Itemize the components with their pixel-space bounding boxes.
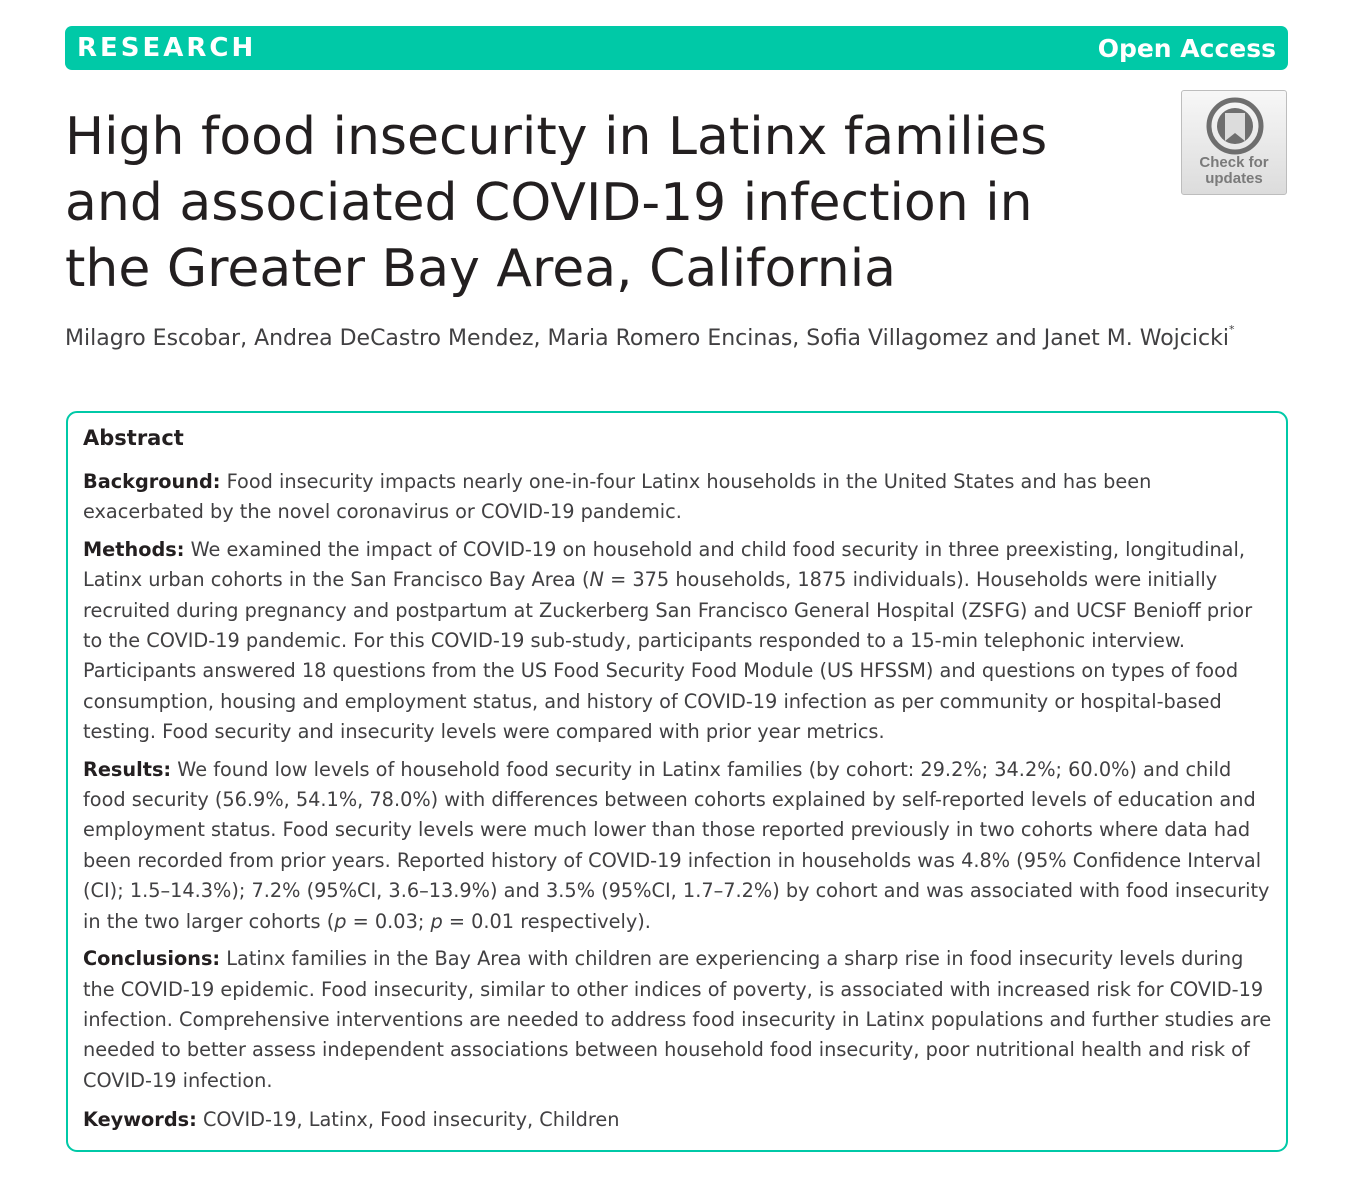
check-for-updates-icon (1206, 97, 1264, 155)
methods-text-cont: = 375 households, 1875 individuals). Hou… (83, 568, 1253, 744)
background-text: Food insecurity impacts nearly one-in-fo… (83, 470, 1152, 524)
methods-label: Methods: (83, 537, 185, 561)
open-access-label: Open Access (1097, 34, 1276, 63)
p-symbol: p (430, 909, 443, 933)
background-section: Background: Food insecurity impacts near… (83, 467, 1275, 528)
keywords-label: Keywords: (83, 1108, 197, 1132)
authors-text: Milagro Escobar, Andrea DeCastro Mendez,… (65, 326, 1229, 351)
keywords-section: Keywords: COVID-19, Latinx, Food insecur… (83, 1105, 1275, 1135)
methods-text: We examined the impact of COVID-19 on ho… (83, 537, 1245, 592)
background-label: Background: (83, 470, 221, 493)
article-title: High food insecurity in Latinx families … (65, 107, 1048, 299)
article-category: RESEARCH (77, 33, 257, 63)
abstract-heading: Abstract (83, 426, 184, 450)
results-text-mid: = 0.03; (346, 909, 431, 933)
p-symbol: p (334, 909, 347, 933)
author-list: Milagro Escobar, Andrea DeCastro Mendez,… (65, 323, 1234, 351)
results-section: Results: We found low levels of househol… (83, 755, 1275, 937)
conclusions-section: Conclusions: Latinx families in the Bay … (83, 944, 1275, 1096)
n-symbol: N (589, 568, 604, 592)
conclusions-text: Latinx families in the Bay Area with chi… (83, 947, 1272, 1092)
article-type-banner: RESEARCH Open Access (65, 26, 1288, 70)
keywords-text: COVID-19, Latinx, Food insecurity, Child… (202, 1108, 620, 1132)
results-text: We found low levels of household food se… (83, 757, 1270, 933)
corresponding-author-mark: * (1228, 323, 1235, 336)
results-text-end: = 0.01 respectively). (442, 909, 651, 933)
abstract-box: Abstract Background: Food insecurity imp… (66, 411, 1288, 1152)
check-for-updates-button[interactable]: Check for updates (1181, 90, 1287, 195)
results-label: Results: (83, 757, 172, 781)
methods-section: Methods: We examined the impact of COVID… (83, 535, 1275, 748)
check-for-updates-label: Check for updates (1199, 154, 1269, 187)
conclusions-label: Conclusions: (83, 947, 221, 971)
